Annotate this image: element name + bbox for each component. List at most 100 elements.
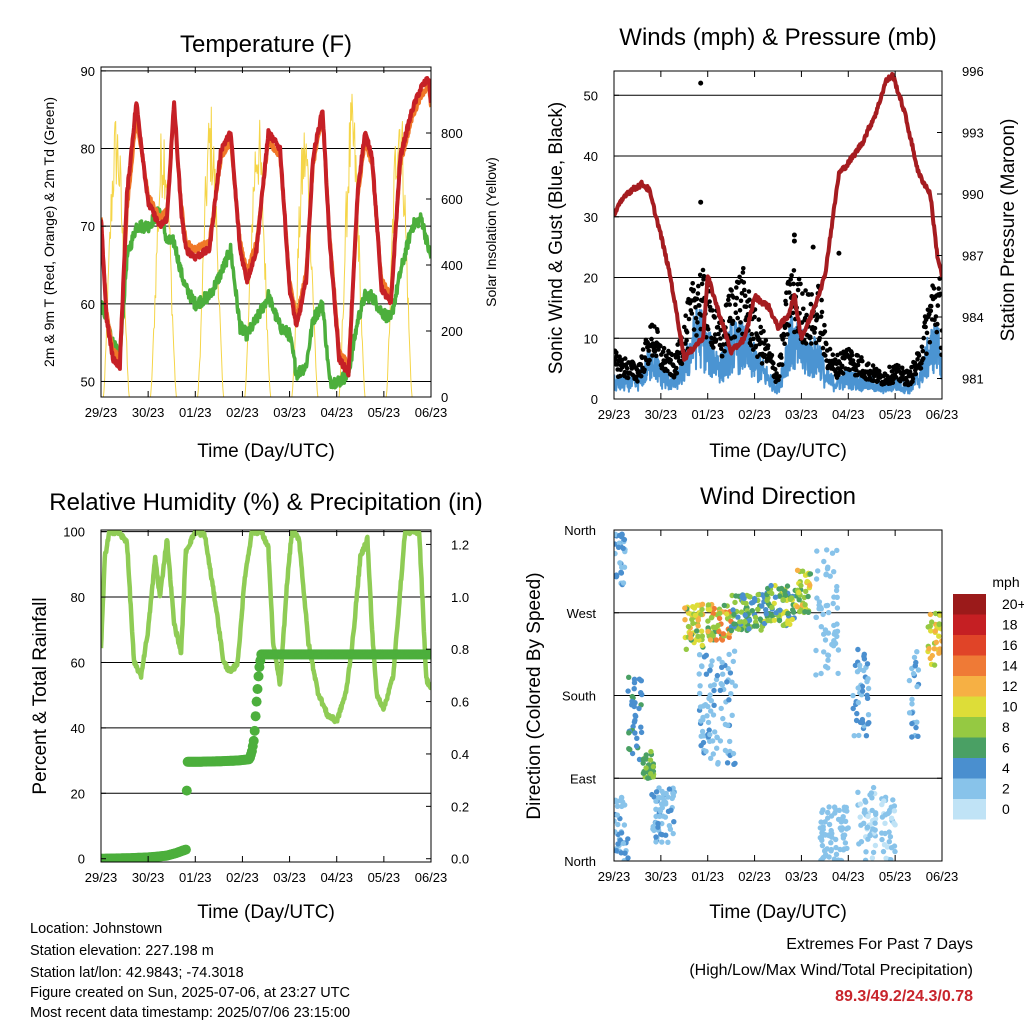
direction-point	[705, 618, 711, 624]
direction-point	[909, 701, 915, 707]
direction-point	[937, 646, 942, 652]
direction-point	[789, 595, 795, 601]
direction-point	[615, 821, 621, 828]
gust-point	[779, 355, 784, 360]
gust-point	[820, 345, 826, 351]
gust-point	[669, 352, 675, 358]
y-tick-right-label: 0	[441, 390, 448, 405]
direction-point	[752, 614, 759, 621]
direction-point	[931, 646, 938, 652]
direction-point	[815, 568, 821, 574]
gust-point	[916, 353, 922, 358]
gust-point	[847, 367, 852, 373]
direction-point	[726, 697, 732, 703]
humidity-axes-frame	[100, 529, 432, 863]
y-tick-right-label: 981	[962, 372, 984, 387]
direction-point	[625, 855, 631, 861]
direction-point	[825, 657, 831, 663]
x-tick-label: 01/23	[691, 407, 724, 422]
direction-point	[826, 821, 833, 828]
direction-point	[826, 804, 832, 810]
gust-point	[910, 376, 916, 382]
direction-point	[755, 592, 761, 598]
direction-point	[880, 848, 887, 855]
gust-point	[752, 314, 757, 320]
colorbar-swatch	[953, 696, 986, 717]
gust-point	[933, 314, 939, 319]
direction-point	[724, 760, 731, 766]
direction-point	[936, 621, 942, 627]
gust-point	[812, 330, 817, 335]
direction-point	[881, 842, 888, 848]
direction-point	[720, 631, 726, 637]
gust-point	[655, 329, 660, 335]
gust-point	[860, 358, 865, 364]
direction-point	[857, 662, 863, 668]
direction-point	[708, 662, 714, 669]
y-tick-right-label: 1.2	[451, 537, 469, 552]
direction-point	[735, 614, 741, 620]
direction-point	[828, 848, 834, 854]
direction-point	[729, 679, 735, 685]
gust-point	[742, 293, 748, 299]
gust-point	[905, 379, 910, 384]
direction-point	[926, 646, 932, 652]
y-tick-label: 40	[584, 149, 598, 164]
direction-point	[626, 674, 632, 680]
gust-point	[777, 374, 782, 379]
direction-point	[822, 627, 829, 633]
direction-point	[813, 576, 820, 582]
gust-point	[741, 266, 746, 271]
direction-point	[838, 816, 844, 823]
gust-point	[753, 343, 759, 349]
direction-point	[729, 712, 735, 718]
direction-point	[706, 727, 712, 733]
direction-point	[891, 803, 898, 809]
direction-point	[914, 649, 920, 655]
gust-point	[890, 380, 896, 386]
gust-point	[638, 362, 643, 367]
direction-point	[853, 717, 860, 724]
y-tick-label: 90	[81, 64, 95, 79]
gust-point	[719, 353, 725, 359]
direction-point	[648, 771, 654, 777]
extremes-subtitle: (High/Low/Max Wind/Total Precipitation)	[689, 962, 973, 979]
x-tick-label: 04/23	[832, 869, 865, 884]
direction-point	[615, 544, 622, 550]
direction-point	[914, 719, 920, 725]
gust-point	[935, 321, 940, 327]
direction-point	[834, 621, 840, 627]
direction-point	[776, 593, 783, 599]
gust-point	[772, 366, 778, 372]
gust-point	[734, 295, 740, 301]
winds-xlabel: Time (Day/UTC)	[709, 441, 847, 462]
gust-point	[727, 302, 732, 307]
colorbar-label: 14	[1002, 658, 1018, 674]
gust-point	[713, 337, 719, 343]
direction-point	[695, 623, 701, 629]
direction-point	[821, 649, 827, 655]
direction-point	[814, 595, 820, 601]
humidity-panel: Relative Humidity (%) & Precipitation (i…	[30, 489, 483, 923]
gust-point	[664, 353, 669, 359]
direction-point	[822, 637, 829, 643]
direction-point	[813, 647, 819, 654]
y-tick-right-label: 0.4	[451, 747, 469, 762]
gust-point	[740, 270, 746, 275]
direction-point	[650, 826, 656, 832]
direction-point	[743, 600, 749, 607]
direction-point	[835, 857, 841, 861]
insolation-line	[150, 133, 177, 397]
gust-point	[743, 304, 749, 310]
gust-point	[830, 352, 836, 358]
direction-point	[711, 687, 717, 694]
direction-point	[831, 569, 837, 575]
direction-point	[886, 839, 892, 845]
direction-point	[850, 692, 856, 699]
direction-point	[841, 804, 848, 810]
direction-point	[834, 633, 840, 640]
direction-point	[643, 765, 649, 771]
gust-point	[849, 353, 855, 358]
gust-point	[937, 276, 942, 281]
